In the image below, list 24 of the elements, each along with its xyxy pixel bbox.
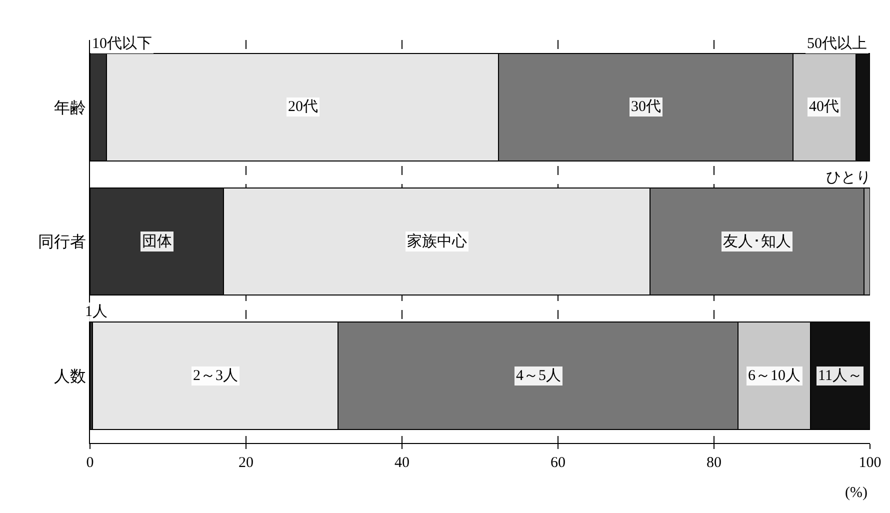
annotation: 40代 bbox=[809, 99, 839, 115]
x-tick-label: 40 bbox=[394, 455, 410, 471]
annotation: 友人･知人 bbox=[723, 233, 791, 250]
x-tick-label: 20 bbox=[238, 455, 254, 471]
annotation: 11人～ bbox=[818, 368, 862, 384]
x-tick-label: 0 bbox=[86, 455, 94, 471]
annotation: 団体 bbox=[142, 233, 172, 250]
annotation: 家族中心 bbox=[407, 233, 467, 250]
annotation: 10代以下 bbox=[92, 35, 152, 52]
y-tick-label: 年齢 bbox=[54, 98, 86, 117]
annotation: ひとり bbox=[826, 170, 871, 186]
x-tick-label: 100 bbox=[858, 455, 882, 471]
x-tick-label: 80 bbox=[706, 455, 722, 471]
x-axis-title: (%) bbox=[845, 485, 868, 501]
annotation: 1人 bbox=[85, 304, 108, 320]
y-tick-label: 人数 bbox=[54, 368, 86, 386]
annotation: 4～5人 bbox=[516, 368, 561, 384]
y-tick-label: 同行者 bbox=[38, 233, 86, 252]
annotation: 20代 bbox=[288, 99, 318, 115]
annotation: 2～3人 bbox=[193, 368, 238, 384]
x-tick-label: 60 bbox=[550, 455, 566, 471]
annotation: 50代以上 bbox=[807, 35, 867, 52]
annotation: 6～10人 bbox=[748, 368, 800, 384]
annotation: 30代 bbox=[631, 99, 661, 115]
